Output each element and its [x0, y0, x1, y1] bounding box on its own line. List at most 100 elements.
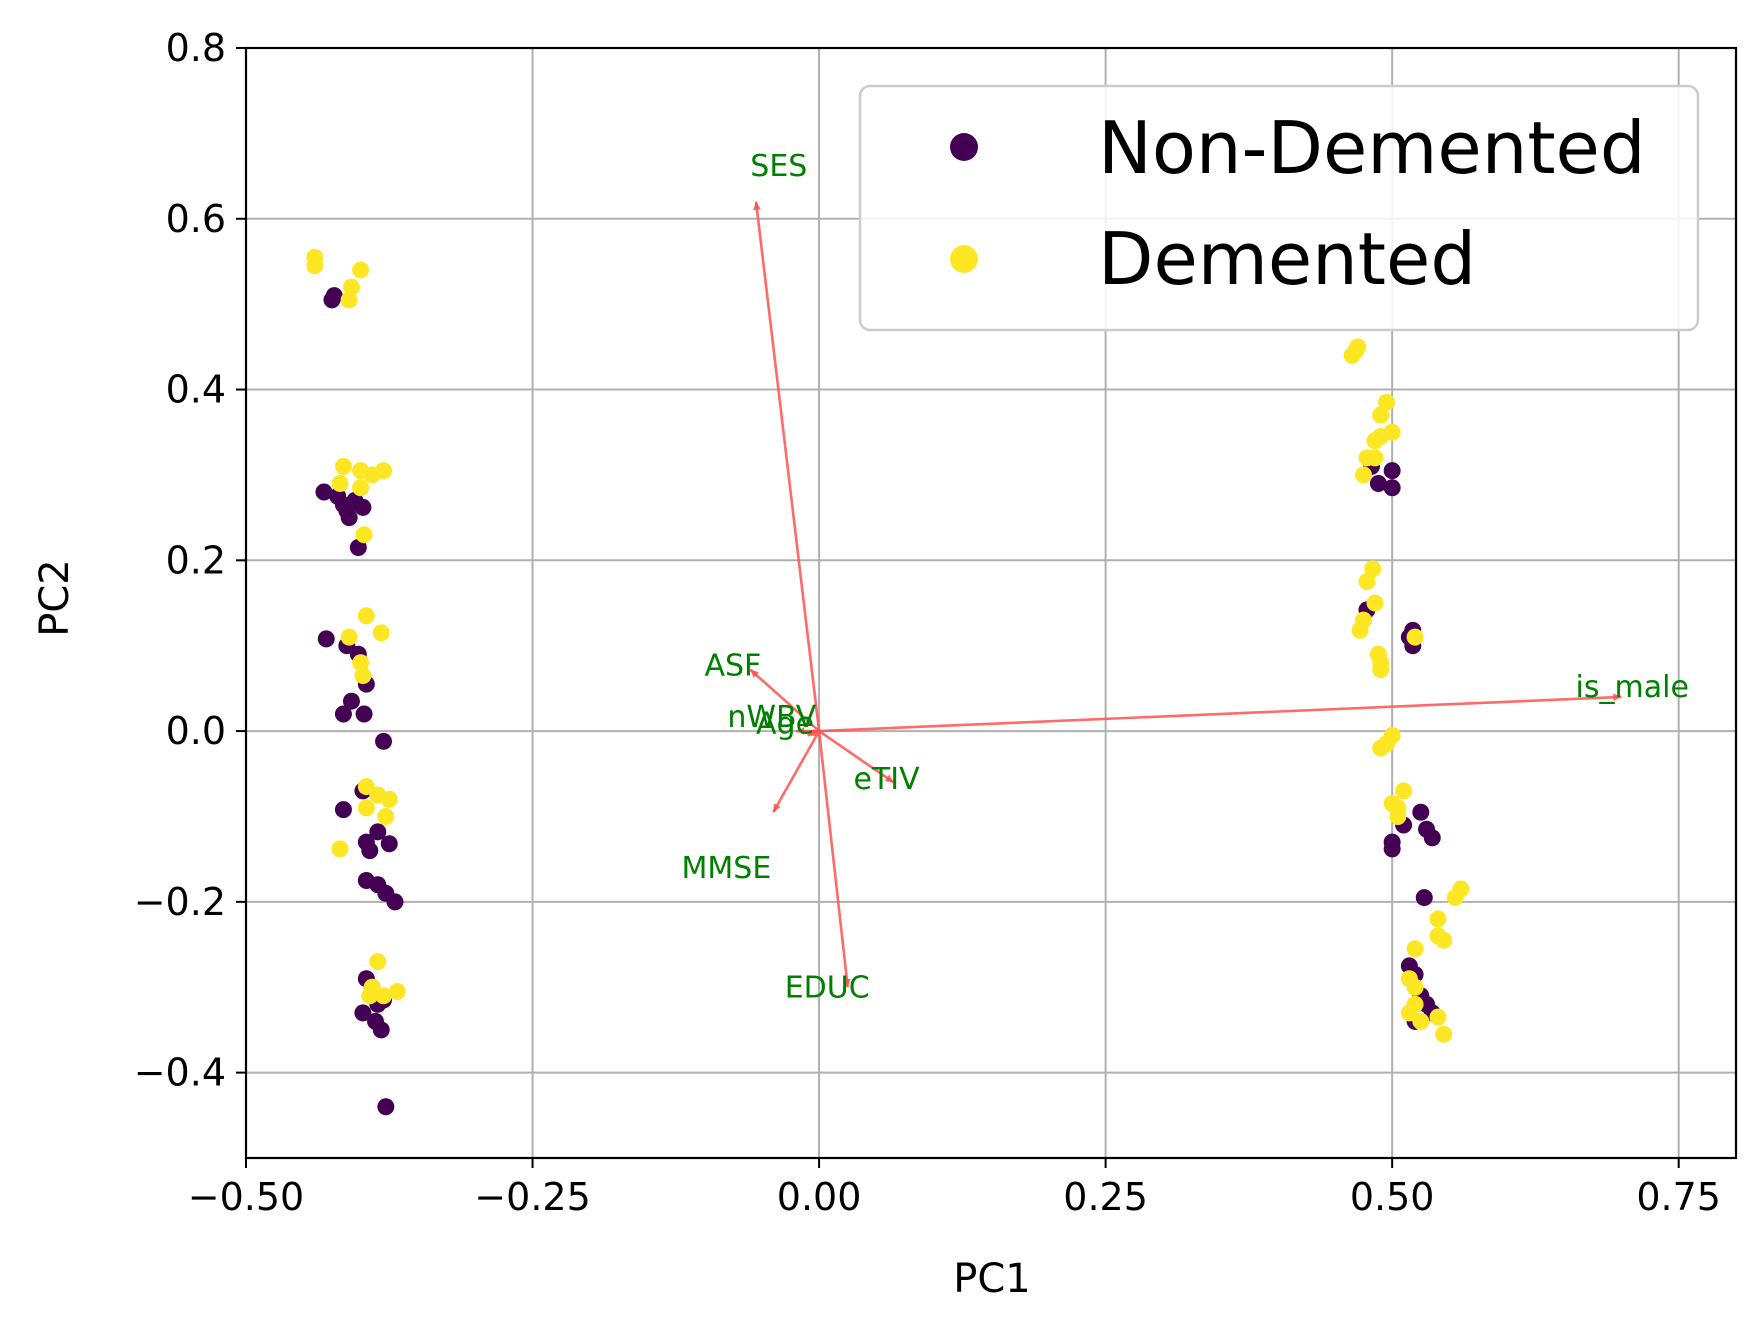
data-point: [1372, 406, 1390, 424]
legend-frame: [858, 84, 1700, 332]
data-point: [369, 823, 387, 841]
data-point: [1377, 735, 1395, 753]
data-point: [1412, 803, 1430, 821]
data-point: [334, 705, 352, 723]
legend-label-non-demented: Non-Demented: [1098, 106, 1646, 190]
data-point: [352, 479, 370, 497]
data-point: [352, 261, 370, 279]
data-point: [334, 801, 352, 819]
data-point: [375, 732, 393, 750]
data-point: [1423, 829, 1441, 847]
data-point: [331, 474, 349, 492]
loading-arrow: [817, 730, 850, 988]
data-point: [377, 1098, 395, 1116]
data-point: [388, 983, 406, 1000]
axes-frame: [244, 46, 1738, 1160]
data-point: [340, 628, 358, 646]
data-point: [1395, 782, 1413, 800]
data-point: [380, 790, 398, 808]
data-point: [1383, 795, 1401, 813]
arrow-head: [773, 803, 781, 813]
data-point: [1366, 449, 1384, 467]
arrow-head: [796, 727, 805, 735]
data-point: [1383, 423, 1401, 441]
data-point: [1351, 621, 1369, 639]
data-point: [354, 1004, 372, 1022]
y-tick-label: −0.2: [134, 880, 226, 924]
y-tick-label: 0.6: [166, 197, 226, 241]
y-tick-label: −0.4: [134, 1051, 226, 1095]
loading-arrow: [754, 201, 821, 732]
x-tick-label: 0.75: [1636, 1175, 1721, 1219]
y-tick-label: 0.8: [166, 26, 226, 70]
data-point: [306, 248, 324, 266]
arrow-head: [842, 978, 851, 988]
data-point: [342, 278, 360, 296]
data-point: [1364, 560, 1382, 578]
data-point: [331, 840, 349, 858]
loading-arrow: [818, 730, 895, 784]
arrow-head: [807, 728, 817, 737]
data-point: [352, 654, 370, 672]
data-point: [1377, 393, 1395, 411]
loading-label: eTIV: [853, 762, 920, 797]
data-point: [1372, 661, 1390, 679]
data-point: [338, 502, 356, 520]
data-point: [317, 630, 335, 648]
axis-ticks: −0.50 −0.25 0.00 0.25 0.50 0.75 −0.4 −0.2 0.0 0.2…: [134, 26, 1721, 1219]
data-point: [1415, 889, 1433, 907]
data-point: [354, 667, 372, 685]
arrow-head: [884, 774, 894, 783]
loading-label: EDUC: [785, 970, 870, 1005]
data-point: [1435, 931, 1453, 949]
data-point: [1429, 1008, 1447, 1026]
data-point: [1349, 338, 1367, 356]
legend-marker-non-demented: [950, 133, 978, 161]
x-tick-label: −0.50: [188, 1175, 304, 1219]
data-point: [1406, 940, 1424, 958]
data-point: [372, 624, 390, 642]
data-point: [372, 1021, 390, 1039]
data-point: [357, 799, 375, 817]
data-point: [334, 457, 352, 475]
data-point: [1429, 910, 1447, 928]
data-point: [1366, 594, 1384, 612]
x-tick-label: 0.25: [1063, 1175, 1148, 1219]
data-point: [380, 835, 398, 853]
loading-label: MMSE: [682, 851, 772, 886]
data-point: [1406, 978, 1424, 996]
data-point: [325, 287, 343, 305]
data-point: [354, 498, 372, 516]
data-point: [315, 483, 333, 501]
loading-label: is_male: [1576, 670, 1689, 705]
data-point: [1366, 432, 1384, 450]
loading-label: ASF: [704, 649, 761, 684]
data-point: [1412, 1012, 1430, 1030]
data-point: [342, 692, 360, 710]
data-point: [355, 526, 373, 544]
data-point: [355, 705, 373, 723]
data-point: [1383, 462, 1401, 480]
x-axis-label: PC1: [953, 1256, 1031, 1302]
arrow-head: [753, 201, 761, 211]
loading-arrow: [772, 730, 821, 813]
y-tick-label: 0.4: [166, 368, 226, 412]
loading-label: Age: [756, 707, 814, 742]
data-point: [1358, 573, 1376, 591]
y-axis-label: PC2: [32, 559, 78, 637]
data-point: [1355, 466, 1372, 484]
series-demented: [306, 248, 1470, 1043]
data-point: [1446, 889, 1464, 907]
x-tick-label: 0.50: [1350, 1175, 1435, 1219]
y-tick-label: 0.0: [166, 709, 226, 753]
loading-arrow: [819, 695, 1622, 733]
data-point: [369, 953, 387, 971]
data-point: [375, 462, 393, 480]
data-point: [386, 893, 404, 911]
data-point: [377, 807, 395, 825]
data-point: [340, 291, 358, 309]
x-tick-label: −0.25: [474, 1175, 590, 1219]
